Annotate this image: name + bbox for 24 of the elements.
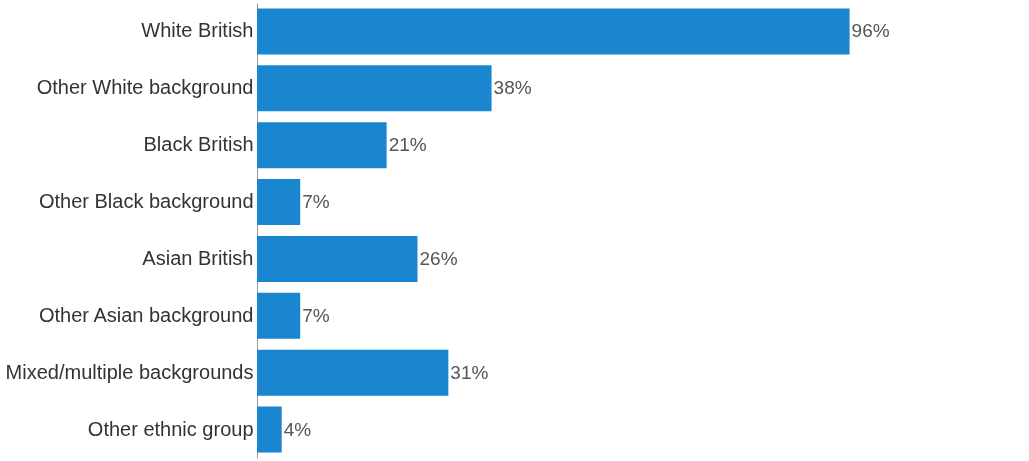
y-tick-label: Other ethnic group xyxy=(87,417,254,440)
y-tick-label: Other Black background xyxy=(38,190,254,213)
y-tick-label: Other White background xyxy=(36,76,254,99)
data-label: 4% xyxy=(283,418,312,440)
bar xyxy=(257,292,301,339)
data-label: 21% xyxy=(388,134,427,156)
y-tick-label: Mixed/multiple backgrounds xyxy=(5,360,254,383)
y-tick-label: Asian British xyxy=(142,246,254,269)
bar xyxy=(257,65,492,112)
bar xyxy=(257,8,850,55)
bar xyxy=(257,406,282,453)
data-label: 38% xyxy=(493,77,532,99)
bar xyxy=(257,122,387,169)
data-label: 31% xyxy=(450,361,489,383)
data-label: 7% xyxy=(302,304,330,326)
y-tick-label: Black British xyxy=(143,133,254,156)
y-tick-label: Other Asian background xyxy=(38,303,254,326)
bar xyxy=(257,235,418,282)
y-tick-label: White British xyxy=(141,19,254,42)
data-label: 7% xyxy=(302,191,330,213)
data-label: 26% xyxy=(419,247,458,269)
data-label: 96% xyxy=(851,20,890,42)
bar xyxy=(257,349,449,396)
bar xyxy=(257,179,301,226)
